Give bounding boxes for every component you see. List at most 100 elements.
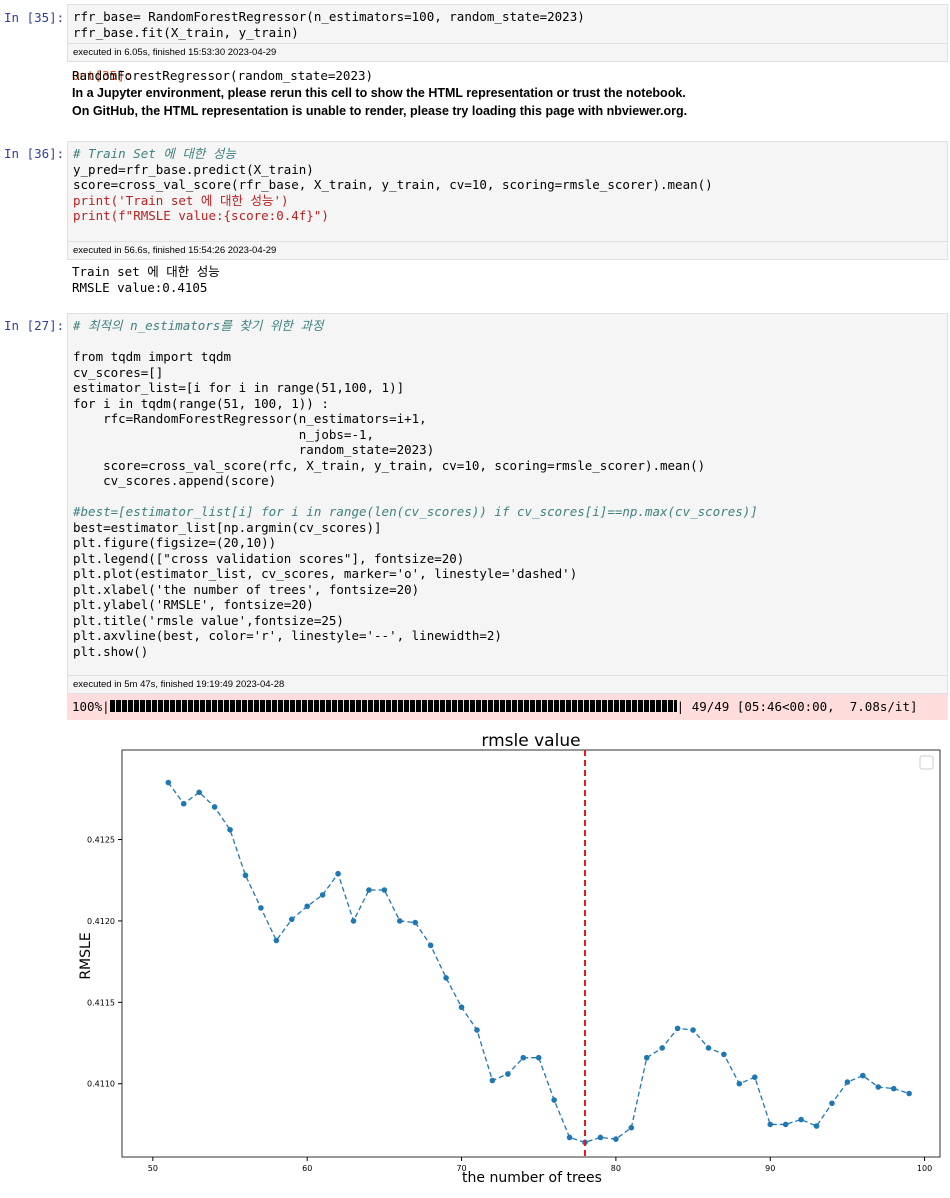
data-point [211, 804, 218, 810]
data-point [906, 1090, 912, 1097]
data-point [520, 1054, 527, 1061]
data-point [813, 1123, 820, 1129]
x-tick-label: 80 [611, 1164, 621, 1173]
x-tick-label: 90 [765, 1164, 775, 1173]
code-line: #best=[estimator_list[i] for i in range(… [73, 504, 758, 519]
code-line: rfc=RandomForestRegressor(n_estimators=i… [73, 411, 427, 426]
progress-pct: 100% [72, 699, 103, 714]
cv-score-line [167, 782, 910, 1144]
code-line: plt.plot(estimator_list, cv_scores, mark… [73, 566, 578, 581]
data-point [721, 1051, 727, 1058]
data-point [829, 1100, 835, 1107]
data-point [227, 826, 233, 833]
code-line: plt.xlabel('the number of trees', fontsi… [73, 581, 420, 597]
data-point [890, 1085, 897, 1092]
data-point [474, 1027, 480, 1033]
cell-35-exec-info: executed in 6.05s, finished 15:53:30 202… [68, 43, 947, 61]
code-line: score=cross_val_score(rfc, X_train, y_tr… [73, 457, 706, 473]
y-tick-label: 0.4125 [87, 836, 115, 845]
y-axis-label: RMSLE [78, 932, 94, 979]
cell-35-output: RandomForestRegressor(random_state=2023)… [72, 68, 687, 120]
data-point [674, 1025, 681, 1032]
tqdm-progress: 100%| | 49/49 [05:46<00:00, 7.08s/it] [67, 694, 948, 720]
code-line: y_pred=rfr_base.predict(X_train) [73, 161, 314, 177]
x-tick-label: 50 [148, 1164, 158, 1173]
x-tick-label: 60 [302, 1164, 312, 1173]
code-line: plt.legend(["cross validation scores"], … [73, 550, 465, 566]
rmsle-chart: rmsle value 50 60 70 80 90 100 0.4110 0.4115 0.4… [78, 731, 941, 1186]
output-line: RMSLE value:0.4105 [72, 280, 208, 295]
code-line: estimator_list=[i for i in range(51,100,… [73, 380, 405, 395]
cell-35-code-area[interactable]: rfr_base= RandomForestRegressor(n_estima… [67, 4, 948, 62]
cell-36-code-area[interactable]: # Train Set 에 대한 성능 y_pred=rfr_base.pred… [67, 141, 948, 260]
data-point [597, 1134, 604, 1141]
data-point [288, 916, 295, 923]
data-point [304, 903, 311, 910]
cell-27-in-prompt: In [27]: [4, 318, 65, 333]
data-point [335, 870, 341, 877]
data-point [566, 1134, 573, 1141]
data-point [535, 1054, 542, 1061]
data-point [165, 779, 172, 786]
data-point [381, 887, 388, 893]
data-point [489, 1077, 496, 1084]
code-line: plt.figure(figsize=(20,10)) [73, 535, 277, 550]
output-line: Train set 에 대한 성능 [72, 264, 220, 279]
output-repr: RandomForestRegressor(random_state=2023) [72, 68, 374, 83]
x-axis-label: the number of trees [462, 1170, 602, 1186]
progress-count: 49/49 [691, 699, 730, 714]
data-point [860, 1072, 866, 1079]
data-point [258, 905, 264, 911]
legend-box [919, 755, 934, 770]
code-line: score=cross_val_score(rfr_base, X_train,… [73, 177, 713, 192]
cell-36-exec-info: executed in 56.6s, finished 15:54:26 202… [68, 241, 947, 259]
data-point [659, 1045, 665, 1051]
cell-35-code: rfr_base= RandomForestRegressor(n_estima… [68, 5, 947, 44]
y-tick-label: 0.4115 [87, 998, 115, 1007]
data-point [505, 1071, 511, 1077]
code-line: # 최적의 n_estimators를 찾기 위한 과정 [73, 318, 324, 333]
data-point [458, 1004, 465, 1011]
code-line: plt.ylabel('RMSLE', fontsize=20) [73, 597, 314, 612]
x-tick-label: 100 [917, 1164, 932, 1173]
x-tick-label: 70 [456, 1164, 466, 1173]
code-line: cv_scores=[] [73, 364, 164, 380]
data-point [350, 918, 357, 924]
code-line: best=estimator_list[np.argmin(cv_scores)… [73, 519, 382, 535]
data-point [751, 1074, 758, 1081]
data-point [319, 892, 326, 898]
code-line: cv_scores.append(score) [73, 473, 277, 488]
data-point [196, 789, 202, 796]
data-point [551, 1097, 557, 1103]
code-line: plt.axvline(best, color='r', linestyle='… [73, 628, 502, 643]
progress-bar [109, 700, 677, 712]
code-line: # Train Set 에 대한 성능 [73, 146, 236, 161]
code-line: print(f"RMSLE value:{score:0.4f}") [73, 208, 329, 223]
code-line: plt.show() [73, 643, 149, 659]
data-point [628, 1124, 635, 1131]
data-point [767, 1121, 774, 1128]
cell-35-in-prompt: In [35]: [4, 10, 65, 25]
code-line: print('Train set 에 대한 성능') [73, 192, 289, 208]
code-line: n_jobs=-1, [73, 426, 375, 442]
data-point [643, 1054, 650, 1061]
data-point [844, 1079, 851, 1085]
plot-frame [121, 749, 941, 1158]
data-point [366, 887, 372, 893]
data-point [180, 800, 187, 807]
cell-36-in-prompt: In [36]: [4, 146, 65, 161]
output-warning-1: In a Jupyter environment, please rerun t… [72, 86, 686, 100]
cell-27-code-area[interactable]: # 최적의 n_estimators를 찾기 위한 과정 from tqdm i… [67, 313, 948, 694]
code-line: for i in tqdm(range(51, 100, 1)) : [73, 395, 329, 411]
data-point [798, 1116, 804, 1123]
cell-36-output: Train set 에 대한 성능 RMSLE value:0.4105 [72, 264, 220, 296]
cell-27-exec-info: executed in 5m 47s, finished 19:19:49 20… [68, 675, 947, 693]
data-point [273, 937, 280, 944]
cell-27-code: # 최적의 n_estimators를 찾기 위한 과정 from tqdm i… [68, 314, 947, 663]
code-line: rfr_base.fit(X_train, y_train) [73, 24, 299, 40]
cell-35-out-prompt: Out[35]: [72, 68, 133, 83]
data-point [690, 1027, 696, 1033]
progress-timing: [05:46<00:00, 7.08s/it] [736, 699, 918, 714]
data-point [427, 942, 434, 949]
data-point [705, 1045, 712, 1051]
